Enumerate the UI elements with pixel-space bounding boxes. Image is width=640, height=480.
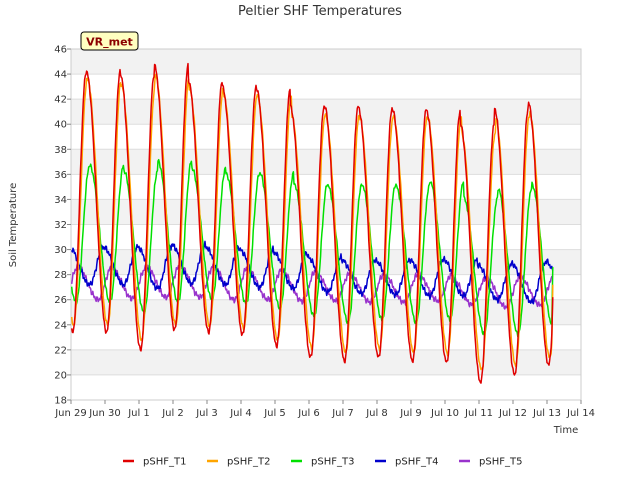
station-badge-box [80, 31, 139, 51]
x-tick-label: Jun 29 [54, 408, 87, 419]
legend-item-pSHF_T3: pSHF_T3 [291, 457, 354, 468]
y-tick-label: 28 [54, 270, 67, 281]
plot-band [71, 349, 581, 375]
station-badge: VR_met [80, 31, 139, 51]
y-tick-label: 36 [54, 170, 67, 181]
x-tick-label: Jul 5 [263, 408, 286, 419]
series-line-pSHF_T5 [70, 262, 554, 310]
x-tick-label: Jul 8 [365, 408, 388, 419]
legend-item-pSHF_T1: pSHF_T1 [123, 457, 186, 468]
chart-title: Peltier SHF Temperatures [238, 4, 402, 19]
x-tick-label: Jul 10 [430, 408, 459, 419]
x-tick-label: Jul 2 [161, 408, 184, 419]
x-tick-label: Jul 9 [399, 408, 422, 419]
legend-label: pSHF_T2 [227, 457, 270, 468]
x-axis-ticks: Jun 29 Jun 30 Jul 1 Jul 2 Jul 3 Jul 4 Jul 5 Jul… [54, 400, 595, 419]
y-tick-label: 26 [54, 295, 67, 306]
x-axis-label: Time [553, 425, 578, 436]
y-tick-label: 46 [54, 45, 67, 56]
x-tick-label: Jul 14 [566, 408, 595, 419]
y-axis-ticks: 18 20 22 24 26 28 30 32 34 36 38 40 42 44 46 [54, 45, 71, 407]
y-tick-label: 40 [54, 120, 67, 131]
x-tick-label: Jul 4 [229, 408, 252, 419]
y-tick-label: 44 [54, 70, 67, 81]
legend-label: pSHF_T3 [311, 457, 354, 468]
y-axis-label: Soil Temperature [8, 183, 19, 268]
x-tick-label: Jul 6 [297, 408, 320, 419]
series-layer [70, 62, 554, 384]
series-line-pSHF_T3 [70, 158, 554, 338]
y-tick-label: 24 [54, 320, 67, 331]
plot-band [71, 49, 581, 75]
x-tick-label: Jul 7 [331, 408, 354, 419]
legend-item-pSHF_T4: pSHF_T4 [375, 457, 438, 468]
legend-item-pSHF_T5: pSHF_T5 [459, 457, 522, 468]
plot-band [71, 249, 581, 275]
y-tick-label: 30 [54, 245, 67, 256]
legend-label: pSHF_T4 [395, 457, 438, 468]
x-tick-label: Jul 12 [498, 408, 527, 419]
series-line-pSHF_T1 [70, 62, 554, 384]
y-tick-label: 32 [54, 220, 67, 231]
x-tick-label: Jul 1 [127, 408, 150, 419]
y-tick-label: 34 [54, 195, 67, 206]
x-tick-label: Jul 11 [464, 408, 493, 419]
legend-label: pSHF_T5 [479, 457, 522, 468]
legend-item-pSHF_T2: pSHF_T2 [207, 457, 270, 468]
y-tick-label: 18 [54, 396, 67, 407]
y-tick-label: 38 [54, 145, 67, 156]
x-tick-label: Jun 30 [88, 408, 121, 419]
x-tick-label: Jul 13 [532, 408, 561, 419]
y-tick-label: 20 [54, 370, 67, 381]
plot-band [71, 149, 581, 175]
legend-label: pSHF_T1 [143, 457, 186, 468]
legend: pSHF_T1 pSHF_T2 pSHF_T3 pSHF_T4 pSHF_T5 [123, 457, 522, 468]
plot-band [71, 299, 581, 325]
station-badge-label: VR_met [86, 36, 133, 49]
x-tick-label: Jul 3 [195, 408, 218, 419]
y-tick-label: 22 [54, 345, 67, 356]
y-tick-label: 42 [54, 95, 67, 106]
